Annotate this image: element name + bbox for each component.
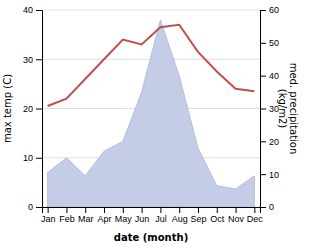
y-axis-title: max temp (C) — [2, 74, 13, 143]
tick-mark — [104, 207, 105, 213]
tick-mark — [254, 207, 255, 213]
tick-mark — [260, 207, 266, 208]
tick: Sep — [190, 207, 206, 224]
tick-label: 40 — [269, 71, 279, 81]
tick-label: Jan — [41, 214, 56, 224]
tick-mark — [48, 207, 49, 213]
tick-label: 0 — [28, 202, 33, 212]
tick-label: 20 — [23, 104, 33, 114]
tick: 30 — [23, 55, 42, 65]
tick: 60 — [260, 5, 279, 15]
axis-line — [36, 11, 43, 208]
tick: 40 — [260, 71, 279, 81]
tick-label: 20 — [269, 137, 279, 147]
tick: Apr — [98, 207, 112, 224]
tick-mark — [260, 109, 266, 110]
tick: 20 — [23, 104, 42, 114]
tick-mark — [36, 59, 42, 60]
tick: 50 — [260, 38, 279, 48]
tick: Jun — [135, 207, 150, 224]
tick-mark — [85, 207, 86, 213]
tick-mark — [160, 207, 161, 213]
tick-mark — [217, 207, 218, 213]
tick: May — [115, 207, 133, 224]
tick-label: 10 — [23, 153, 33, 163]
tick: 40 — [23, 5, 42, 15]
tick-mark — [66, 207, 67, 213]
tick-label: 0 — [269, 202, 274, 212]
tick: 10 — [23, 153, 42, 163]
tick-mark — [36, 158, 42, 159]
tick-label: 40 — [23, 5, 33, 15]
tick-label: 30 — [23, 55, 33, 65]
tick: 20 — [260, 137, 279, 147]
tick-label: Jul — [155, 214, 167, 224]
y2-axis: 0 10 20 30 40 50 60 — [260, 5, 279, 212]
tick: 30 — [260, 104, 279, 114]
y2-axis-title: med. precipitation(kg/m2) — [277, 63, 300, 155]
tick-label: 60 — [269, 5, 279, 15]
y2-axis-title-line: (kg/m2) — [277, 89, 288, 129]
tick: Jul — [155, 207, 167, 224]
tick-mark — [260, 10, 266, 11]
tick-mark — [260, 43, 266, 44]
tick-label: Sep — [190, 214, 206, 224]
tick-label: 50 — [269, 38, 279, 48]
tick: Oct — [210, 207, 225, 224]
tick-mark — [142, 207, 143, 213]
tick-mark — [36, 207, 42, 208]
line — [48, 25, 255, 106]
tick-mark — [198, 207, 199, 213]
tick-mark — [236, 207, 237, 213]
tick-label: Oct — [210, 214, 225, 224]
tick-mark — [260, 174, 266, 175]
tick-mark — [123, 207, 124, 213]
plot: JanFebMar AprMayJun Jul AugSep OctNovDec 0 10 2… — [23, 5, 279, 224]
tick: Aug — [172, 207, 188, 224]
tick-mark — [260, 76, 266, 77]
chart: JanFebMar AprMayJun Jul AugSep OctNovDec 0 10 2… — [0, 0, 318, 247]
tick-label: 10 — [269, 170, 279, 180]
tick-label: Dec — [247, 214, 264, 224]
axis-line — [43, 208, 261, 214]
y2-axis-title-line: med. precipitation — [288, 63, 299, 155]
tick: Nov — [228, 207, 245, 224]
tick: Jan — [41, 207, 56, 224]
marks — [48, 20, 255, 207]
grid-line — [42, 10, 260, 11]
x-axis: JanFebMar AprMayJun Jul AugSep OctNovDec — [41, 207, 263, 224]
tick-mark — [179, 207, 180, 213]
tick: Mar — [78, 207, 94, 224]
y-axis: 0 10 20 30 40 — [23, 5, 43, 212]
area — [48, 20, 255, 207]
tick-mark — [36, 109, 42, 110]
tick: Dec — [247, 207, 264, 224]
grid — [42, 10, 260, 207]
tick: 0 — [28, 202, 42, 212]
tick-label: Feb — [59, 214, 75, 224]
tick-label: Nov — [228, 214, 245, 224]
tick: Feb — [59, 207, 75, 224]
tick-label: Mar — [78, 214, 94, 224]
tick: 10 — [260, 170, 279, 180]
tick-mark — [36, 10, 42, 11]
x-axis-title: date (month) — [114, 232, 188, 243]
tick: 0 — [260, 202, 274, 212]
tick-label: Aug — [172, 214, 188, 224]
tick-label: Apr — [98, 214, 112, 224]
tick-label: May — [115, 214, 133, 224]
axis-line — [261, 11, 267, 208]
tick-label: Jun — [135, 214, 150, 224]
tick-mark — [260, 141, 266, 142]
